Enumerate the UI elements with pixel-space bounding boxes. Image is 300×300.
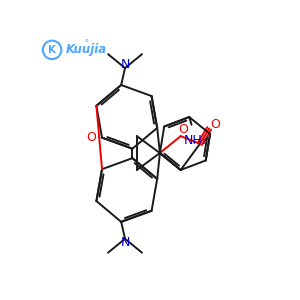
Text: N: N [120,236,130,249]
Text: O: O [87,131,97,144]
Text: O: O [178,123,188,136]
Text: Kuujia: Kuujia [66,44,107,56]
Text: O: O [210,118,220,131]
Text: N: N [120,58,130,71]
Text: °: ° [84,39,88,48]
Text: K: K [48,45,56,55]
Text: NH₂: NH₂ [184,134,207,147]
